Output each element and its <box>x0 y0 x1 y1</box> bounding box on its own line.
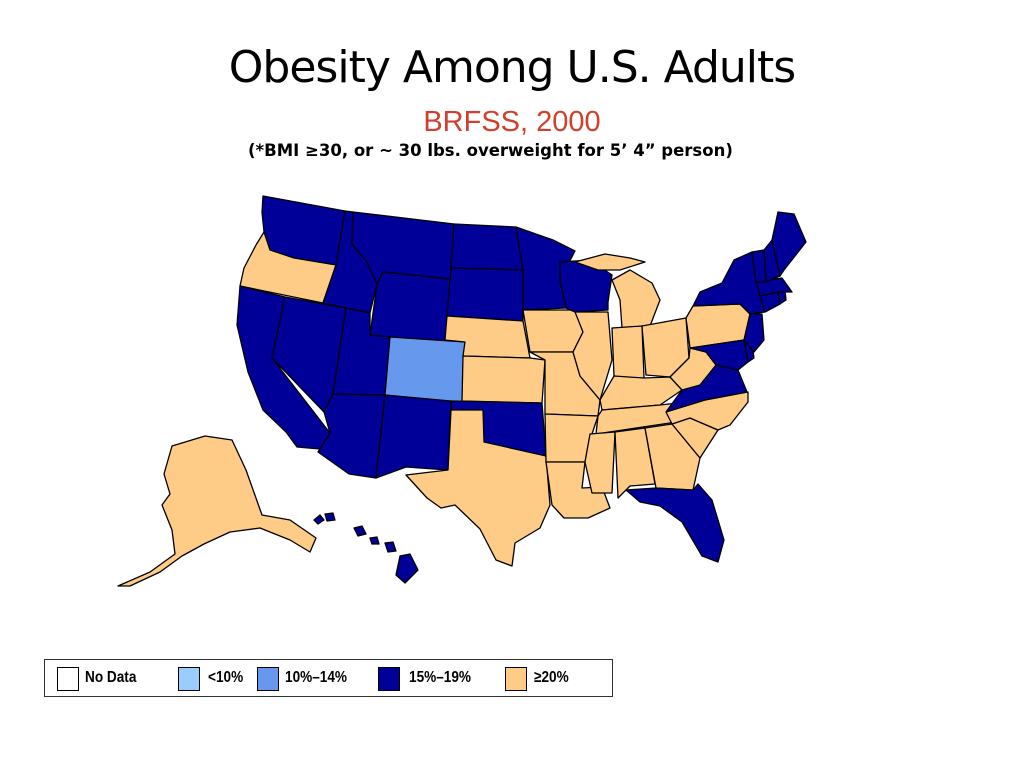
state-LA <box>545 461 611 519</box>
state-FL <box>625 483 725 563</box>
state-TX <box>405 409 551 567</box>
legend-swatch-no-data <box>57 667 79 691</box>
state-NM <box>375 394 452 479</box>
legend-label-15-19: 15%–19% <box>409 669 472 686</box>
state-IA <box>522 309 584 353</box>
legend-label-no-data: No Data <box>85 669 137 686</box>
legend-swatch-20-plus <box>505 667 527 691</box>
state-WY <box>369 271 452 344</box>
state-ND <box>450 223 524 271</box>
slide-title: Obesity Among U.S. Adults <box>228 42 796 93</box>
state-KS <box>461 355 546 404</box>
legend-label-20-plus: ≥20% <box>534 669 569 686</box>
state-GA <box>644 423 701 491</box>
legend-label-under-10: <10% <box>208 669 244 686</box>
state-AL <box>614 427 656 499</box>
state-HI <box>313 512 419 584</box>
state-ME <box>771 211 807 277</box>
map-legend: No Data <10% 10%–14% 15%–19% ≥20% <box>44 659 613 697</box>
state-IL <box>572 311 613 401</box>
legend-label-10-14: 10%–14% <box>285 669 348 686</box>
state-MI <box>574 253 661 329</box>
state-MS <box>584 431 616 494</box>
state-AZ <box>317 393 386 479</box>
state-NJ <box>743 313 765 353</box>
legend-swatch-10-14 <box>257 667 279 691</box>
slide-subtitle: BRFSS, 2000 <box>423 106 601 138</box>
legend-swatch-15-19 <box>378 667 400 691</box>
state-CO <box>384 336 466 404</box>
legend-swatch-under-10 <box>178 667 200 691</box>
state-AK <box>117 435 317 587</box>
state-SD <box>446 267 524 322</box>
bmi-note: (*BMI ≥30, or ~ 30 lbs. overweight for 5… <box>248 141 733 160</box>
